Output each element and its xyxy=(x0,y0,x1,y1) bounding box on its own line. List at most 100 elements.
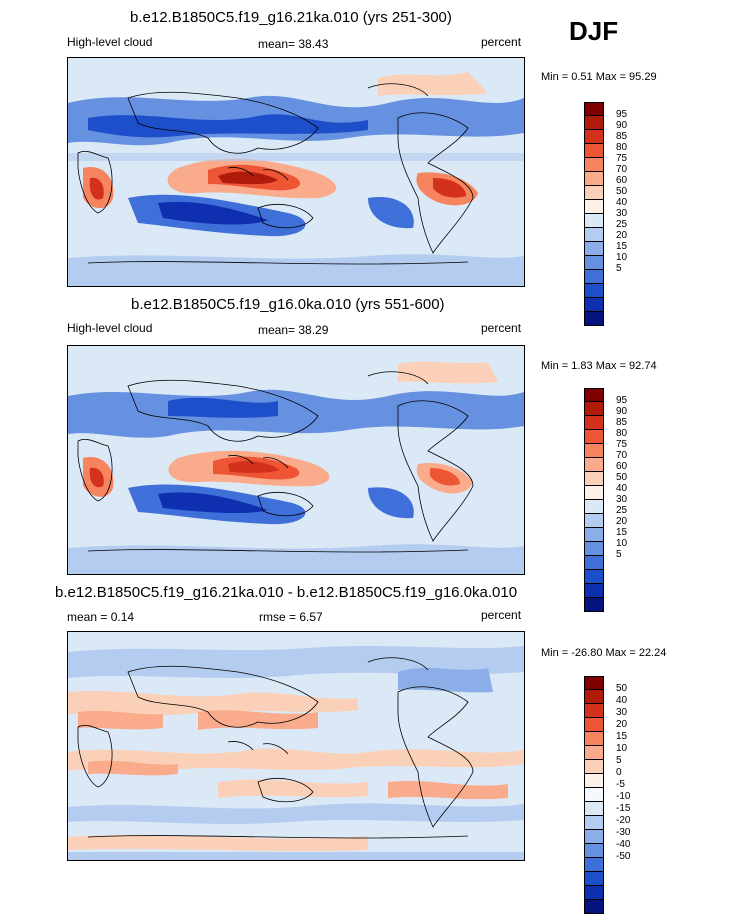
colorbar-box xyxy=(584,144,604,158)
colorbar-box xyxy=(584,500,604,514)
colorbar-label: 70 xyxy=(616,450,628,461)
panel-bottom-map xyxy=(67,631,525,861)
colorbar-label: 20 xyxy=(616,230,628,241)
colorbar-box xyxy=(584,858,604,872)
colorbar-label: -5 xyxy=(616,779,625,790)
colorbar-label: 50 xyxy=(616,683,628,694)
colorbar-label: 70 xyxy=(616,164,628,175)
colorbar-label: 15 xyxy=(616,731,628,742)
colorbar-label: -30 xyxy=(616,827,631,838)
colorbar-box xyxy=(584,130,604,144)
colorbar-box xyxy=(584,416,604,430)
colorbar-label: 85 xyxy=(616,417,628,428)
colorbar-box xyxy=(584,458,604,472)
colorbar-box xyxy=(584,584,604,598)
colorbar-label: 10 xyxy=(616,743,628,754)
panel-bottom-rmse-label: rmse = 6.57 xyxy=(259,610,323,624)
panel-middle-mean-label: mean= 38.29 xyxy=(258,323,329,337)
panel-top-title: b.e12.B1850C5.f19_g16.21ka.010 (yrs 251-… xyxy=(130,9,452,26)
colorbar-box xyxy=(584,886,604,900)
colorbar-box xyxy=(584,760,604,774)
panel-middle-map xyxy=(67,345,525,575)
colorbar-label: 10 xyxy=(616,252,628,263)
colorbar-box xyxy=(584,872,604,886)
colorbar-label: 5 xyxy=(616,263,622,274)
colorbar-box xyxy=(584,186,604,200)
colorbar-box xyxy=(584,844,604,858)
colorbar-box xyxy=(584,200,604,214)
colorbar-label: 40 xyxy=(616,483,628,494)
colorbar-label: 60 xyxy=(616,461,628,472)
colorbar-box xyxy=(584,570,604,584)
colorbar-box xyxy=(584,556,604,570)
colorbar-box xyxy=(584,774,604,788)
panel-middle-title: b.e12.B1850C5.f19_g16.0ka.010 (yrs 551-6… xyxy=(131,296,445,313)
colorbar-box xyxy=(584,402,604,416)
colorbar-label: 95 xyxy=(616,109,628,120)
colorbar-label: 75 xyxy=(616,153,628,164)
colorbar-box xyxy=(584,102,604,116)
panel-top-minmax: Min = 0.51 Max = 95.29 xyxy=(541,71,657,83)
colorbar-box xyxy=(584,676,604,690)
colorbar-label: 20 xyxy=(616,719,628,730)
colorbar-box xyxy=(584,486,604,500)
colorbar-label: 50 xyxy=(616,186,628,197)
colorbar-box xyxy=(584,228,604,242)
colorbar-box xyxy=(584,242,604,256)
colorbar-box xyxy=(584,172,604,186)
colorbar-label: 30 xyxy=(616,208,628,219)
colorbar-label: 85 xyxy=(616,131,628,142)
colorbar-label: -10 xyxy=(616,791,631,802)
colorbar-box xyxy=(584,158,604,172)
colorbar-box xyxy=(584,270,604,284)
panel-top-map xyxy=(67,57,525,287)
colorbar-label: 5 xyxy=(616,549,622,560)
colorbar-box xyxy=(584,718,604,732)
panel-middle-minmax: Min = 1.83 Max = 92.74 xyxy=(541,360,657,372)
colorbar-label: 40 xyxy=(616,197,628,208)
panel-top-units-label: percent xyxy=(481,35,522,49)
colorbar-box xyxy=(584,284,604,298)
colorbar-box xyxy=(584,312,604,326)
colorbar-label: 15 xyxy=(616,241,628,252)
panel-top-mean-label: mean= 38.43 xyxy=(258,37,329,51)
panel-bottom-mean-label: mean = 0.14 xyxy=(67,610,135,624)
panel-bottom-title: b.e12.B1850C5.f19_g16.21ka.010 - b.e12.B… xyxy=(55,584,518,601)
colorbar-box xyxy=(584,830,604,844)
colorbar-label: 75 xyxy=(616,439,628,450)
panel-top-variable-label: High-level cloud xyxy=(67,35,153,49)
colorbar-label: 20 xyxy=(616,516,628,527)
colorbar-box xyxy=(584,214,604,228)
panel-middle-units-label: percent xyxy=(481,321,522,335)
colorbar-box xyxy=(584,746,604,760)
colorbar-box xyxy=(584,444,604,458)
colorbar-label: 25 xyxy=(616,219,628,230)
colorbar-label: 40 xyxy=(616,695,628,706)
colorbar-label: 50 xyxy=(616,472,628,483)
colorbar-box xyxy=(584,298,604,312)
colorbar-label: 15 xyxy=(616,527,628,538)
season-label: DJF xyxy=(569,16,619,46)
panel-middle-colorbar: 95 90 85 80 75 70 60 50 40 30 25 20 15 1… xyxy=(584,388,627,612)
colorbar-label: 0 xyxy=(616,767,622,778)
colorbar-box xyxy=(584,732,604,746)
colorbar-label: 90 xyxy=(616,406,628,417)
colorbar-box xyxy=(584,900,604,914)
colorbar-box xyxy=(584,472,604,486)
colorbar-box xyxy=(584,528,604,542)
colorbar-label: 80 xyxy=(616,428,628,439)
colorbar-label: -50 xyxy=(616,851,631,862)
colorbar-label: 60 xyxy=(616,175,628,186)
colorbar-box xyxy=(584,388,604,402)
colorbar-box xyxy=(584,598,604,612)
colorbar-box xyxy=(584,704,604,718)
panel-middle-variable-label: High-level cloud xyxy=(67,321,153,335)
colorbar-label: 30 xyxy=(616,707,628,718)
panel-bottom-colorbar: 50 40 30 20 15 10 5 0 -5 -10 -15 -20 -30… xyxy=(584,676,630,914)
colorbar-box xyxy=(584,802,604,816)
colorbar-box xyxy=(584,430,604,444)
colorbar-label: -20 xyxy=(616,815,631,826)
colorbar-box xyxy=(584,116,604,130)
colorbar-box xyxy=(584,788,604,802)
colorbar-label: 25 xyxy=(616,505,628,516)
